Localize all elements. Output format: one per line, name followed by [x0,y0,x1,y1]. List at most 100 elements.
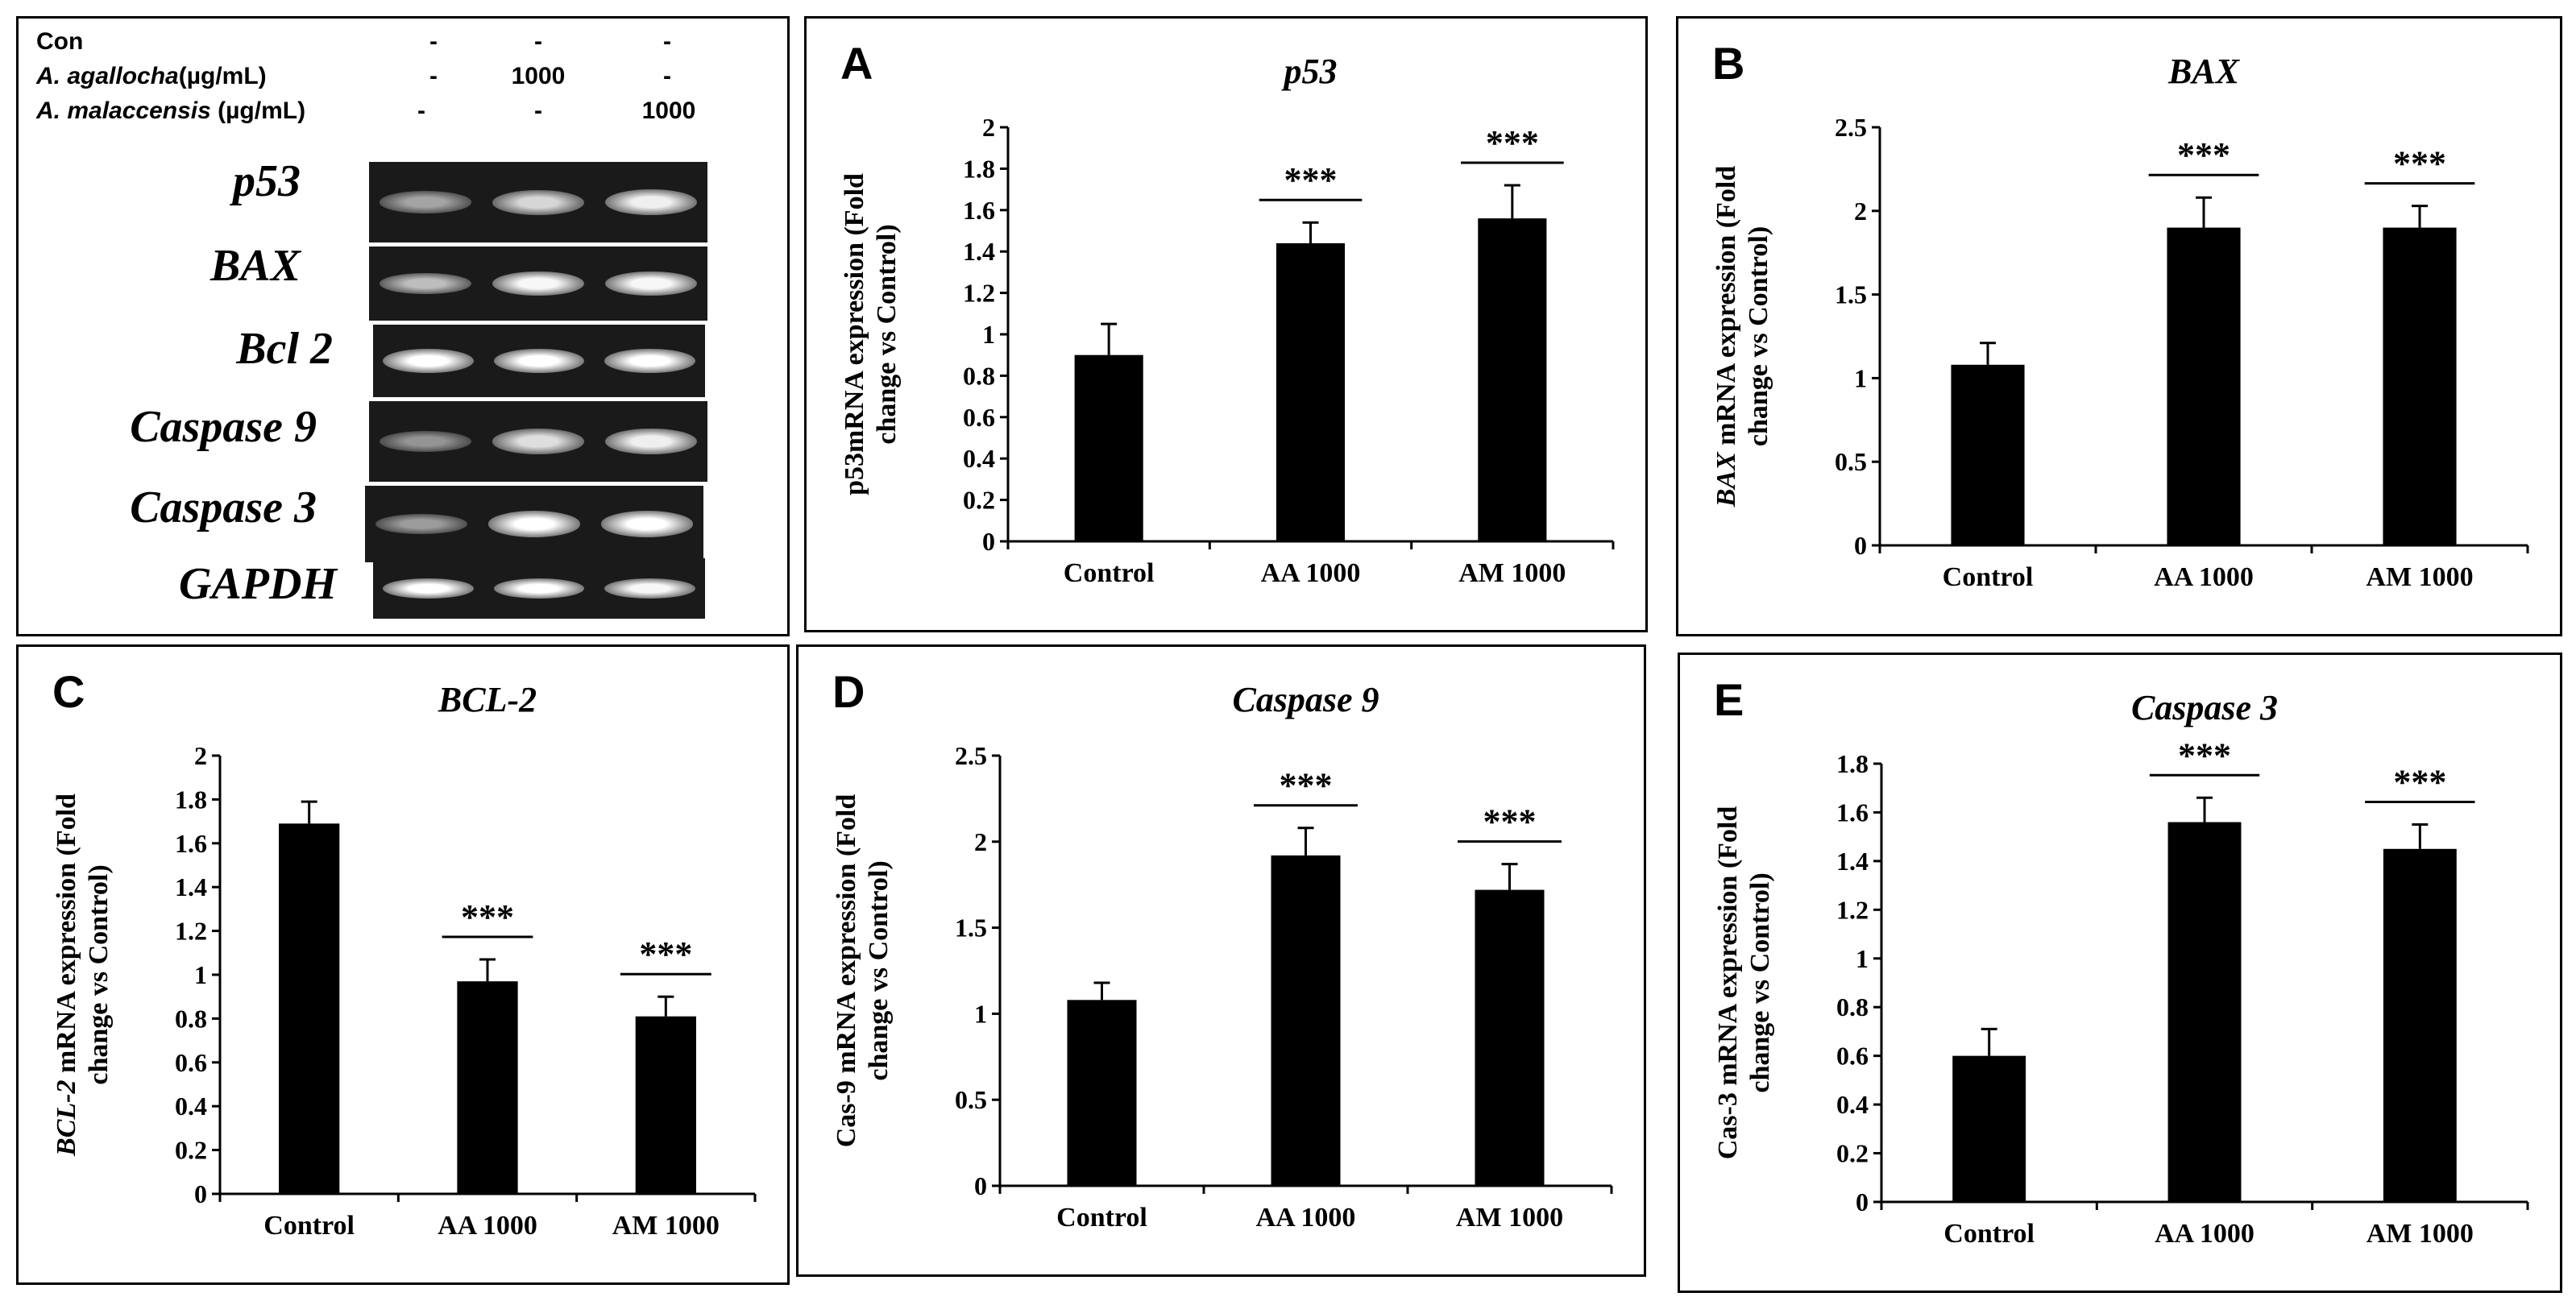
bar [635,1016,696,1194]
significance-label: *** [2393,763,2446,802]
y-tick-label: 0.4 [1836,1090,1869,1119]
lane-value: - [534,97,542,124]
significance-label: *** [1280,766,1333,806]
gene-label-gapdh: GAPDH [179,559,337,609]
gel-row-bax [369,247,707,321]
lane-value: - [429,63,438,89]
gel-row-p53 [369,162,707,242]
gel-row-gapdh [373,558,705,619]
x-category-label: Control [1064,558,1155,588]
gel-band [604,189,698,216]
significance-label: *** [1284,160,1338,200]
gel-band [604,348,695,374]
gel-band [487,511,581,537]
chart-title: BAX [2167,52,2241,91]
chart-panel-d: D Caspase 9 Cas-9 mRNA expression (Foldcha… [796,644,1646,1277]
y-tick-label: 0.8 [175,1004,207,1033]
gel-panel: Con A. agallocha(µg/mL) A. malaccensis (… [16,16,790,636]
y-tick-label: 1.6 [963,196,995,225]
chart-title: Caspase 3 [2131,688,2278,727]
gel-band [492,189,585,215]
y-tick-label: 2.5 [955,741,987,770]
panel-letter: C [52,666,85,717]
gel-band [379,430,472,453]
bar [1952,1055,2026,1202]
y-tick-label: 0.2 [1836,1139,1869,1168]
lane-value: 1000 [641,97,696,124]
lane-value: - [429,28,438,55]
significance-label: *** [1483,802,1537,842]
x-category-label: AA 1000 [2154,562,2254,592]
bar [2383,848,2457,1202]
bar [1074,354,1143,541]
y-tick-label: 1.4 [175,872,207,901]
lane-value: - [417,97,425,124]
y-tick-label: 2.5 [1835,113,1867,142]
y-tick-label: 1 [1854,363,1867,392]
gel-band [600,511,694,537]
lane-value: - [663,28,671,55]
x-category-label: AM 1000 [2366,562,2473,592]
y-tick-label: 1 [974,999,987,1028]
y-tick-label: 0.8 [1836,992,1869,1021]
gene-label-caspase9: Caspase 9 [130,402,317,452]
bar [1067,1000,1137,1186]
y-tick-label: 1.2 [1836,895,1869,924]
bar [1951,364,2025,545]
chart-panel-c: C BCL-2 BCL-2 mRNA expression (Foldchange … [16,644,790,1285]
y-axis-label: p53mRNA expression (Foldchange vs Contro… [840,173,902,495]
y-tick-label: 1.8 [1836,749,1869,778]
y-tick-label: 0.6 [963,403,995,432]
bar [279,823,340,1194]
gel-band [493,578,585,599]
y-tick-label: 2 [1854,197,1867,226]
bar [1271,855,1341,1186]
y-tick-label: 1.8 [175,785,207,814]
y-tick-label: 2 [194,741,207,770]
bar [1475,889,1545,1186]
y-tick-label: 1.4 [963,237,995,266]
y-tick-label: 1.2 [963,279,995,308]
lane-value: - [663,63,671,89]
gel-row-bcl2 [373,325,705,397]
gene-label-caspase3: Caspase 3 [130,483,317,532]
bar [457,981,518,1194]
significance-label: *** [2393,144,2446,184]
gel-band [383,348,474,374]
panel-letter: E [1714,674,1744,725]
bar [1478,218,1547,541]
y-axis-label: Cas-3 mRNA expression (Foldchange vs Con… [1713,806,1775,1160]
gel-band [493,348,585,374]
gel-band [604,271,698,296]
y-tick-label: 0.5 [1835,447,1867,476]
y-tick-label: 1 [982,320,995,349]
y-tick-label: 1.5 [1835,280,1867,309]
y-tick-label: 1.6 [1836,798,1869,827]
chart-panel-b: B BAX BAX mRNA expression (Foldchange vs C… [1676,16,2562,636]
gel-band [604,428,698,455]
bar [2383,227,2457,545]
y-axis-label: Cas-9 mRNA expression (Foldchange vs Con… [832,794,894,1148]
gel-row-caspase9 [369,401,707,482]
gene-label-p53: p53 [233,156,301,206]
chart-svg-c: C BCL-2 BCL-2 mRNA expression (Foldchange … [52,666,757,1241]
x-category-label: AA 1000 [2155,1219,2255,1249]
x-category-label: AA 1000 [1261,558,1361,588]
gel-band [379,191,472,213]
significance-label: *** [639,934,692,974]
panel-letter: A [840,38,873,89]
x-category-label: AM 1000 [2367,1219,2474,1249]
gel-band [492,429,585,454]
y-tick-label: 1.4 [1836,847,1869,876]
bar [2167,822,2242,1202]
y-tick-label: 2 [974,827,987,856]
significance-label: *** [2178,735,2231,775]
chart-panel-e: E Caspase 3 Cas-3 mRNA expression (Foldcha… [1678,653,2562,1293]
significance-label: *** [2177,135,2230,175]
y-tick-label: 0 [982,527,995,556]
y-tick-label: 0.8 [963,361,995,390]
x-category-label: Control [1056,1203,1147,1233]
chart-title: Caspase 9 [1232,680,1379,719]
y-tick-label: 0.2 [963,486,995,515]
